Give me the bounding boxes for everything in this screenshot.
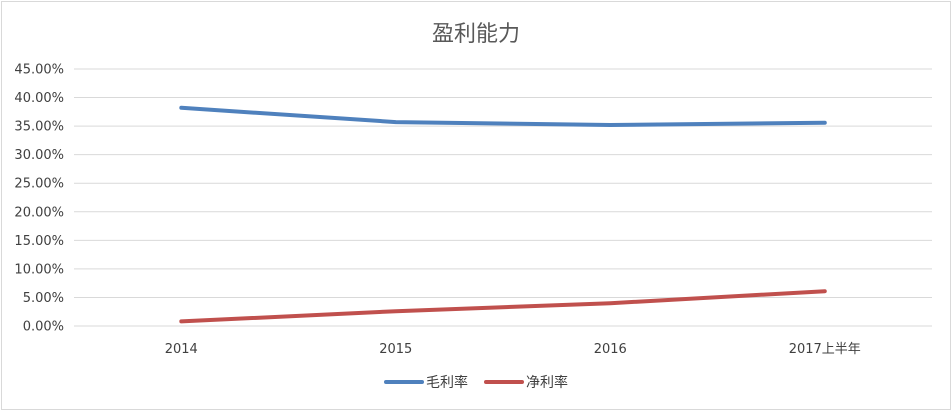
y-tick-label: 30.00% xyxy=(14,148,64,163)
y-tick-label: 45.00% xyxy=(14,63,64,78)
y-tick-label: 5.00% xyxy=(23,291,64,306)
y-axis-tick-labels: 0.00% 5.00% 10.00% 15.00% 20.00% 25.00% 30.00%… xyxy=(14,63,64,335)
y-tick-label: 35.00% xyxy=(14,120,64,135)
legend-label: 毛利率 xyxy=(426,374,468,391)
y-tick-label: 15.00% xyxy=(14,234,64,249)
legend: 毛利率 净利率 xyxy=(384,374,568,391)
legend-label: 净利率 xyxy=(526,374,568,391)
x-axis-tick-labels: 2014 2015 2016 2017上半年 xyxy=(165,342,861,357)
y-tick-label: 20.00% xyxy=(14,205,64,220)
x-tick-label: 2017上半年 xyxy=(789,342,861,357)
series-line-0 xyxy=(179,105,827,127)
gridlines xyxy=(74,68,932,327)
y-tick-label: 40.00% xyxy=(14,91,64,106)
y-tick-label: 10.00% xyxy=(14,262,64,277)
x-tick-label: 2016 xyxy=(594,342,627,357)
chart-title: 盈利能力 xyxy=(432,22,520,47)
x-tick-label: 2015 xyxy=(379,342,412,357)
series-line-1 xyxy=(179,289,827,324)
x-tick-label: 2014 xyxy=(165,342,198,357)
series-lines xyxy=(179,105,827,324)
y-tick-label: 25.00% xyxy=(14,177,64,192)
y-tick-label: 0.00% xyxy=(23,320,64,335)
